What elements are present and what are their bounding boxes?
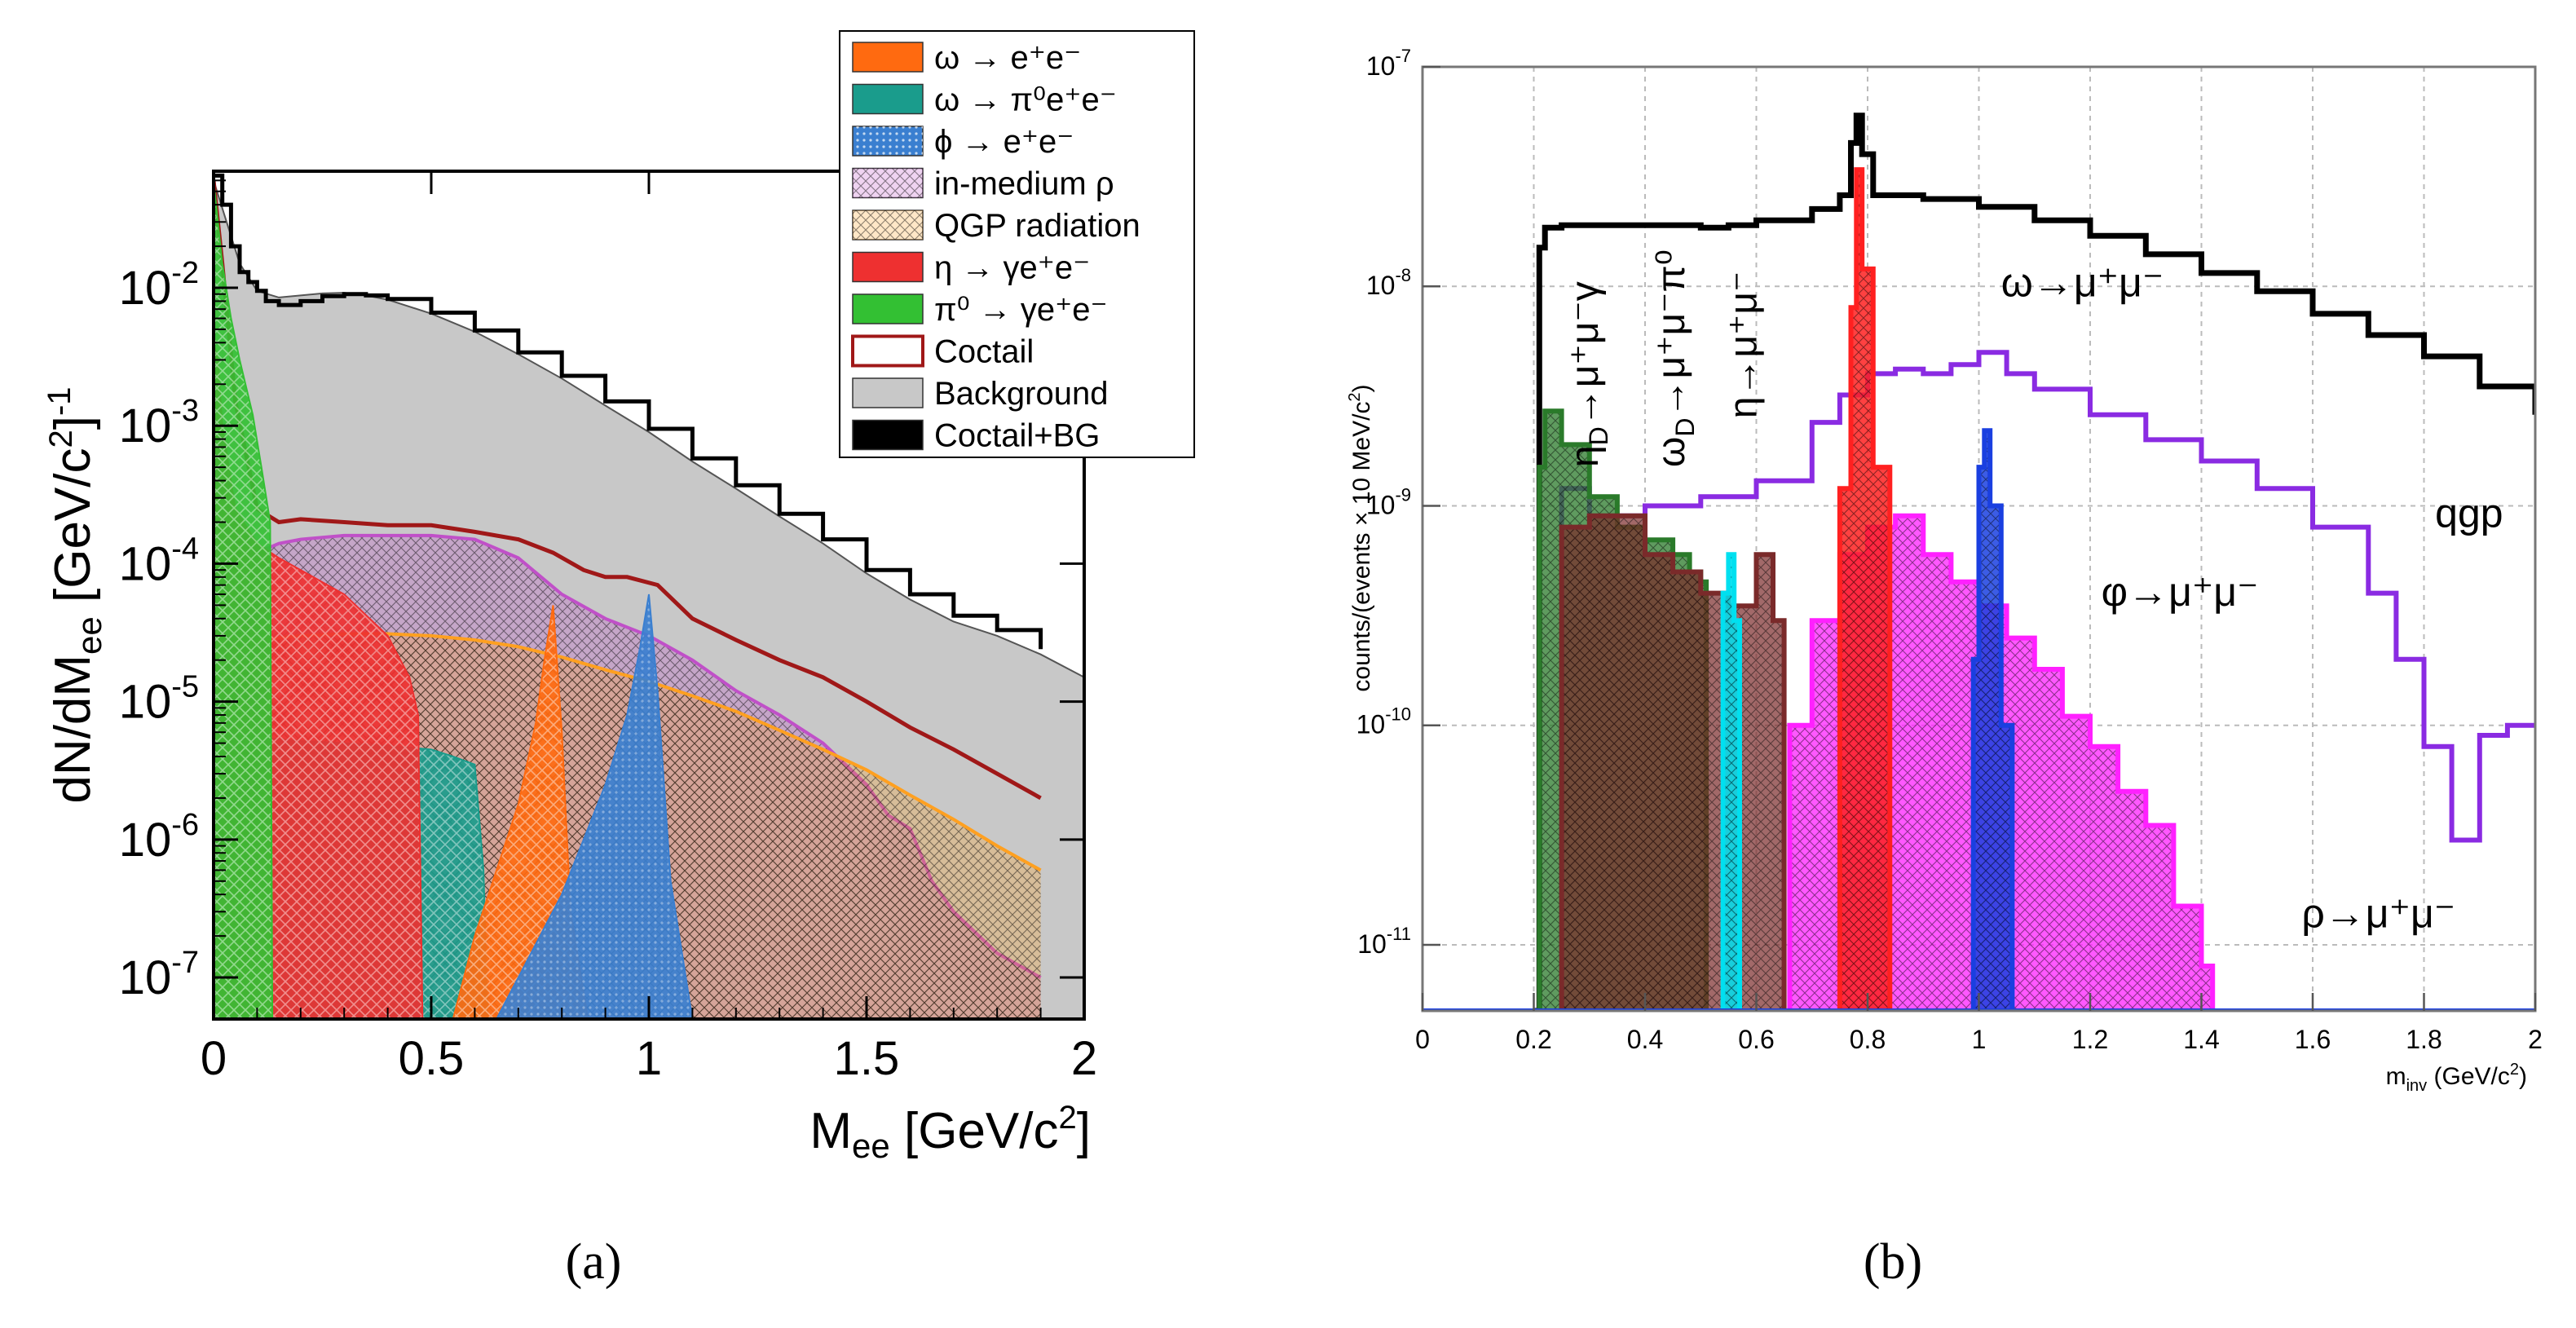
- rotated-annotation: ηD→μ⁺μ⁻γ: [1564, 281, 1613, 467]
- ytick-label-b: 10-8: [1366, 265, 1411, 300]
- series-b-total: [1533, 113, 2535, 1011]
- xtick-label-a: 1.5: [834, 1032, 900, 1085]
- xtick-label-a: 2: [1071, 1032, 1097, 1085]
- ytick-label-a: 10-2: [119, 256, 199, 315]
- xtick-label-b: 1: [1972, 1025, 1987, 1054]
- legend-label: QGP radiation: [934, 208, 1140, 244]
- legend-label: η → γe⁺e⁻: [934, 250, 1090, 286]
- panel-a-ticks: 0 0.5 1 1.5 2 10-7 10-6 10-5 10-4 10-3 10-2: [119, 171, 1097, 1085]
- ytick-label-a: 10-7: [119, 946, 199, 1004]
- ytick-label-b: 10-9: [1366, 484, 1411, 519]
- annotation-series: ω→μ⁺μ⁻: [2001, 260, 2164, 306]
- legend-label: ϕ → e⁺e⁻: [934, 124, 1074, 160]
- legend-label: Background: [934, 376, 1108, 412]
- legend-label: Coctail+BG: [934, 418, 1100, 454]
- legend-label: Coctail: [934, 334, 1034, 370]
- xtick-label-b: 0.8: [1850, 1025, 1886, 1054]
- legend-item-background: Background: [852, 376, 1108, 412]
- xtick-label-b: 0: [1415, 1025, 1430, 1054]
- ytick-label-b: 10-11: [1357, 924, 1411, 959]
- ytick-label-a: 10-5: [119, 670, 199, 729]
- xtick-label-b: 1.4: [2183, 1025, 2219, 1054]
- series-b-series: [1717, 552, 1742, 1011]
- panel-b-series: [1423, 113, 2535, 1011]
- series-b-qgp: [1533, 350, 2535, 1011]
- xtick-label-b: 1.2: [2072, 1025, 2108, 1054]
- panel-b-xlabel: minv (GeV/c2): [2386, 1061, 2527, 1095]
- legend-item-e-e: π⁰ → γe⁺e⁻: [852, 292, 1108, 328]
- legend-label: π⁰ → γe⁺e⁻: [934, 292, 1108, 328]
- series-b-series: [1834, 167, 1893, 1011]
- legend-item-e-e: ω → π⁰e⁺e⁻: [852, 82, 1117, 118]
- ytick-label-a: 10-4: [119, 532, 199, 590]
- legend-item-in-medium: in-medium ρ: [852, 166, 1114, 202]
- xtick-label-b: 2: [2528, 1025, 2543, 1054]
- series-a-coctail: [214, 180, 1042, 801]
- panel-a-legend: ω → e⁺e⁻ ω → π⁰e⁺e⁻ ϕ → e⁺e⁻ in-medium ρ QGP…: [839, 30, 1195, 458]
- panel-a-series: [214, 173, 1084, 1019]
- legend-item-e-e: ω → e⁺e⁻: [852, 40, 1081, 76]
- panel-b: 0 0.2 0.4 0.6 0.8 1 1.2 1.4 1.6 1.8 2 10-11 10-10 10-…: [1346, 46, 2543, 1095]
- ytick-label-b: 10-10: [1356, 704, 1411, 739]
- panel-a-ylabel: dN/dMee [GeV/c2]-1: [42, 386, 108, 803]
- panel-b-ticks: 0 0.2 0.4 0.6 0.8 1 1.2 1.4 1.6 1.8 2 10-11 10-10 10-…: [1356, 46, 2543, 1054]
- panel-label-b: (b): [1864, 1234, 1922, 1290]
- rotated-annotation: ωD→μ⁺μ⁻π⁰: [1650, 249, 1700, 467]
- xtick-label-b: 0.4: [1627, 1025, 1663, 1054]
- xtick-label-b: 0.2: [1515, 1025, 1551, 1054]
- legend-label: in-medium ρ: [934, 166, 1114, 202]
- annotation-series: φ→μ⁺μ⁻: [2102, 569, 2259, 615]
- ytick-label-b: 10-7: [1366, 46, 1411, 81]
- xtick-label-a: 0: [201, 1032, 227, 1085]
- legend-item-e-e: η → γe⁺e⁻: [852, 250, 1090, 286]
- legend-item-qgp-radiation: QGP radiation: [852, 208, 1140, 244]
- series-a-e-e: [496, 593, 694, 1019]
- xtick-label-a: 0.5: [399, 1032, 465, 1085]
- panel-a-xlabel: Mee [GeV/c2]: [809, 1100, 1091, 1165]
- annotation-series: ρ→μ⁺μ⁻: [2301, 891, 2455, 937]
- xtick-label-b: 0.6: [1738, 1025, 1774, 1054]
- legend-item-e-e: ϕ → e⁺e⁻: [852, 124, 1074, 160]
- series-b-series: [1962, 428, 2015, 1011]
- panel-b-annotations: ω→μ⁺μ⁻ qgp φ→μ⁺μ⁻ ρ→μ⁺μ⁻ ηD→μ⁺μ⁻γ ωD→μ⁺μ⁻π⁰ η→…: [1564, 249, 2503, 936]
- xtick-label-b: 1.8: [2406, 1025, 2441, 1054]
- legend-label: ω → π⁰e⁺e⁻: [934, 82, 1117, 118]
- series-a-e-e: [214, 180, 274, 1019]
- series-a-coctail-bg: [214, 173, 1043, 650]
- rotated-annotation: η→μ⁺μ⁻: [1722, 271, 1766, 419]
- panel-label-a: (a): [566, 1234, 622, 1290]
- annotation-qgp: qgp: [2435, 491, 2503, 536]
- legend-item-coctail: Coctail: [851, 334, 1034, 370]
- ytick-label-a: 10-6: [119, 808, 199, 867]
- legend-label: ω → e⁺e⁻: [934, 40, 1081, 76]
- panel-b-ylabel: counts/(events × 10 MeV/c2): [1346, 384, 1375, 691]
- legend-item-coctail-bg: Coctail+BG: [852, 418, 1100, 454]
- xtick-label-a: 1: [636, 1032, 662, 1085]
- panel-a: 0 0.5 1 1.5 2 10-7 10-6 10-5 10-4 10-3 10-2 dN/dMe…: [42, 30, 1195, 1165]
- xtick-label-b: 1.6: [2295, 1025, 2331, 1054]
- ytick-label-a: 10-3: [119, 394, 199, 452]
